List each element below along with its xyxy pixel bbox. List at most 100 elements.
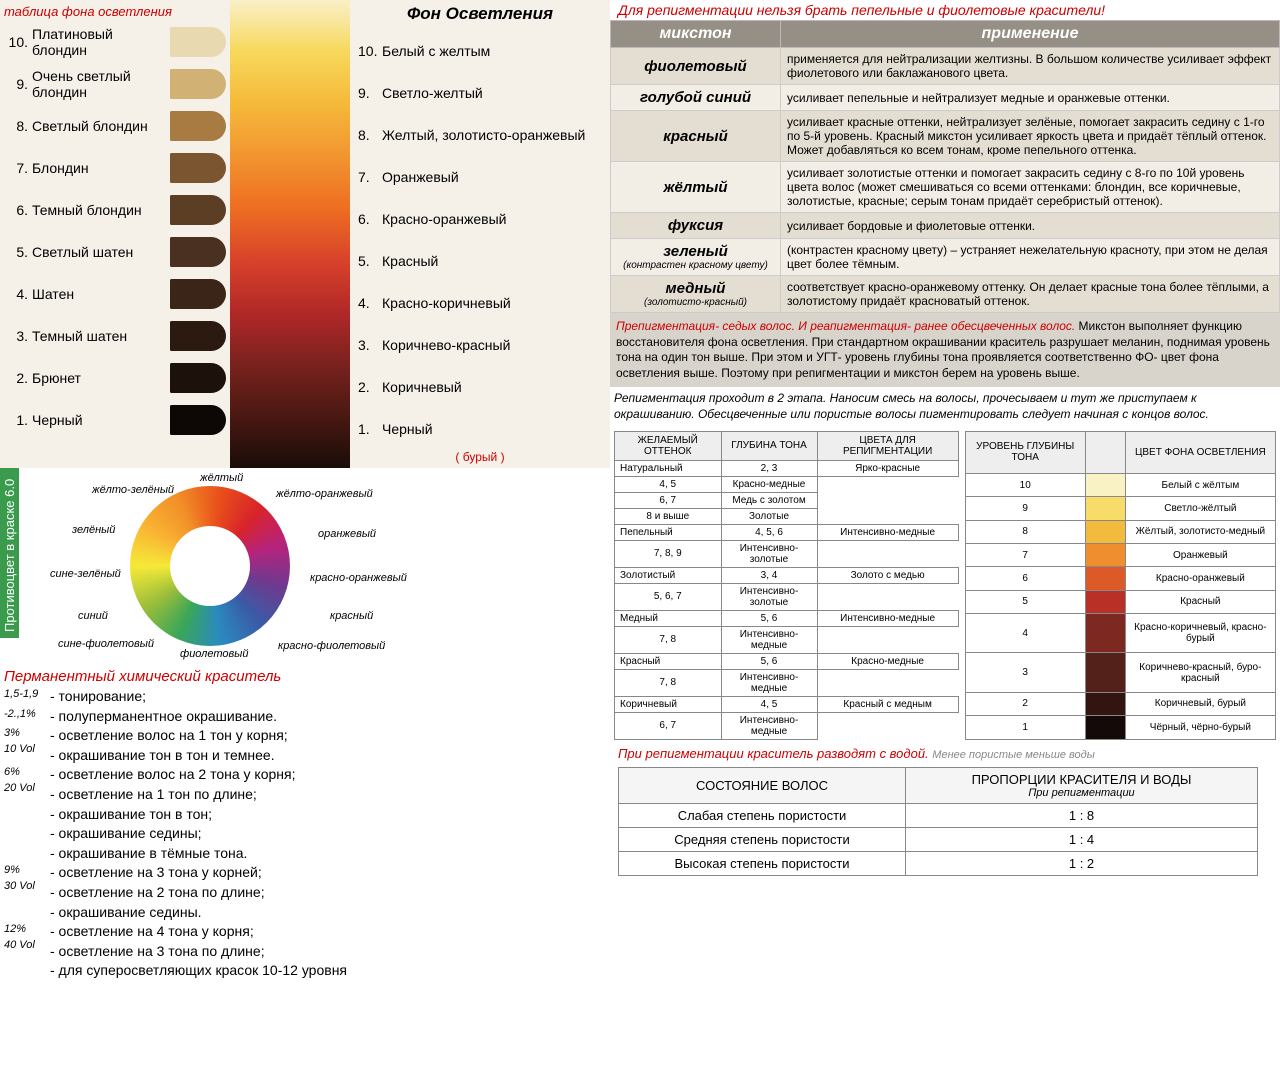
mixton-row: фуксия усиливает бордовые и фиолетовые о…	[611, 213, 1280, 239]
table-row: 10 Белый с жёлтым	[965, 473, 1275, 496]
mixton-header-use: применение	[781, 21, 1280, 48]
undertone-row: 4. Красно-коричневый	[358, 282, 602, 324]
table-row: 4, 5Красно-медные	[615, 476, 959, 492]
table-row: 6 Красно-оранжевый	[965, 567, 1275, 590]
hair-row: 8. Светлый блондин	[4, 105, 226, 147]
table-row: 2 Коричневый, бурый	[965, 692, 1275, 715]
repigmentation-steps: Репигментация проходит в 2 этапа. Наноси…	[610, 387, 1280, 426]
mixton-row: красный усиливает красные оттенки, нейтр…	[611, 111, 1280, 162]
color-wheel-section: Противоцвет в краске 6.0 жёлтый жёлто-зел…	[0, 468, 610, 664]
hair-swatch	[170, 405, 226, 435]
perm-row: 9%30 Vol - осветление на 3 тона у корней…	[4, 863, 610, 922]
undertone-row: 5. Красный	[358, 240, 602, 282]
hair-row: 3. Темный шатен	[4, 315, 226, 357]
table-row: 8 и вышеЗолотые	[615, 508, 959, 524]
undertone-list: Фон Осветления 10. Белый с желтым 9. Све…	[350, 0, 610, 468]
perm-row: -2.,1% - полуперманентное окрашивание.	[4, 707, 610, 727]
undertone-row: 2. Коричневый	[358, 366, 602, 408]
undertone-row: 8. Желтый, золотисто-оранжевый	[358, 114, 602, 156]
table-row: 4 Красно-коричневый, красно-бурый	[965, 613, 1275, 652]
table-row: 7, 8, 9Интенсивно-золотые	[615, 540, 959, 567]
hair-row: 6. Темный блондин	[4, 189, 226, 231]
repigmentation-table-left: ЖЕЛАЕМЫЙ ОТТЕНОКГЛУБИНА ТОНАЦВЕТА ДЛЯ РЕ…	[614, 431, 959, 740]
table-row: 3 Коричнево-красный, буро-красный	[965, 653, 1275, 692]
mixton-row: фиолетовый применяется для нейтрализации…	[611, 48, 1280, 85]
table-row: 6, 7Интенсивно-медные	[615, 712, 959, 739]
hair-row: 7. Блондин	[4, 147, 226, 189]
undertone-row: 9. Светло-желтый	[358, 72, 602, 114]
hair-row: 5. Светлый шатен	[4, 231, 226, 273]
hair-levels-table: таблица фона осветления 10. Платиновый б…	[0, 0, 230, 468]
hair-swatch	[170, 279, 226, 309]
table-row: Золотистый 3, 4Золото с медью	[615, 567, 959, 583]
color-wheel	[130, 486, 290, 646]
permanent-title: Перманентный химический краситель	[4, 668, 610, 685]
hair-swatch	[170, 321, 226, 351]
undertone-row: 10. Белый с желтым	[358, 30, 602, 72]
mixton-table: микстонприменение фиолетовый применяется…	[610, 20, 1280, 313]
table-row: Слабая степень пористости1 : 8	[619, 803, 1258, 827]
wheel-label: жёлто-оранжевый	[276, 488, 373, 500]
hair-swatch	[170, 27, 226, 57]
wheel-label: красный	[330, 610, 373, 622]
wheel-label: зелёный	[72, 524, 115, 536]
table-row: 5, 6, 7Интенсивно-золотые	[615, 583, 959, 610]
mixton-header-name: микстон	[611, 21, 781, 48]
wheel-label: красно-оранжевый	[310, 572, 407, 584]
hair-swatch	[170, 153, 226, 183]
warning-text: Для репигментации нельзя брать пепельные…	[610, 0, 1280, 20]
table-row: Коричневый 4, 5Красный с медным	[615, 696, 959, 712]
mixton-row: жёлтый усиливает золотистые оттенки и по…	[611, 162, 1280, 213]
hair-row: 1. Черный	[4, 399, 226, 441]
wheel-label: синий	[78, 610, 108, 622]
hair-row: 9. Очень светлый блондин	[4, 63, 226, 105]
hair-swatch	[170, 363, 226, 393]
hair-levels-title: таблица фона осветления	[4, 4, 226, 19]
wheel-label: сине-фиолетовый	[58, 638, 154, 650]
table-row: 5 Красный	[965, 590, 1275, 613]
vertical-label: Противоцвет в краске 6.0	[0, 468, 19, 638]
wheel-label: фиолетовый	[180, 648, 249, 660]
hair-swatch	[170, 69, 226, 99]
mixton-row: зеленый(контрастен красному цвету) (конт…	[611, 239, 1280, 276]
hair-swatch	[170, 111, 226, 141]
table-row: Медный 5, 6Интенсивно-медные	[615, 610, 959, 626]
hair-swatch	[170, 237, 226, 267]
mixton-row: медный(золотисто-красный) соответствует …	[611, 276, 1280, 313]
undertone-row: 3. Коричнево-красный	[358, 324, 602, 366]
perm-row: 1,5-1,9 - тонирование;	[4, 687, 610, 707]
hair-row: 2. Брюнет	[4, 357, 226, 399]
table-row: 7 Оранжевый	[965, 543, 1275, 566]
repigmentation-table-right: УРОВЕНЬ ГЛУБИНЫ ТОНАЦВЕТ ФОНА ОСВЕТЛЕНИЯ…	[965, 431, 1276, 740]
hair-row: 4. Шатен	[4, 273, 226, 315]
perm-row: 12%40 Vol - осветление на 4 тона у корня…	[4, 922, 610, 981]
undertone-note: ( бурый )	[358, 450, 602, 464]
undertone-row: 7. Оранжевый	[358, 156, 602, 198]
wheel-label: оранжевый	[318, 528, 376, 540]
table-row: 6, 7Медь с золотом	[615, 492, 959, 508]
undertone-title: Фон Осветления	[358, 4, 602, 24]
hair-row: 10. Платиновый блондин	[4, 21, 226, 63]
table-row: Красный 5, 6Красно-медные	[615, 653, 959, 669]
undertone-gradient	[230, 0, 350, 468]
wheel-label: жёлто-зелёный	[92, 484, 174, 496]
table-row: 7, 8Интенсивно-медные	[615, 626, 959, 653]
table-row: Натуральный 2, 3Ярко-красные	[615, 460, 959, 476]
perm-row: 3%10 Vol - осветление волос на 1 тон у к…	[4, 726, 610, 765]
wheel-label: жёлтый	[200, 472, 243, 484]
perm-row: 6%20 Vol - осветление волос на 2 тона у …	[4, 765, 610, 863]
table-row: 7, 8Интенсивно-медные	[615, 669, 959, 696]
undertone-row: 6. Красно-оранжевый	[358, 198, 602, 240]
table-row: Высокая степень пористости1 : 2	[619, 851, 1258, 875]
table-row: 1 Чёрный, чёрно-бурый	[965, 716, 1275, 739]
table-row: Пепельный 4, 5, 6Интенсивно-медные	[615, 524, 959, 540]
table-row: 8 Жёлтый, золотисто-медный	[965, 520, 1275, 543]
water-note: При репигментации краситель разводят с в…	[610, 744, 1280, 763]
table-row: 9 Светло-жёлтый	[965, 497, 1275, 520]
permanent-list: 1,5-1,9 - тонирование; -2.,1% - полуперм…	[0, 687, 610, 981]
wheel-label: сине-зелёный	[50, 568, 121, 580]
mixton-row: голубой синий усиливает пепельные и нейт…	[611, 85, 1280, 111]
undertone-row: 1. Черный	[358, 408, 602, 450]
hair-swatch	[170, 195, 226, 225]
porosity-table: СОСТОЯНИЕ ВОЛОС ПРОПОРЦИИ КРАСИТЕЛЯ И ВО…	[618, 767, 1258, 876]
